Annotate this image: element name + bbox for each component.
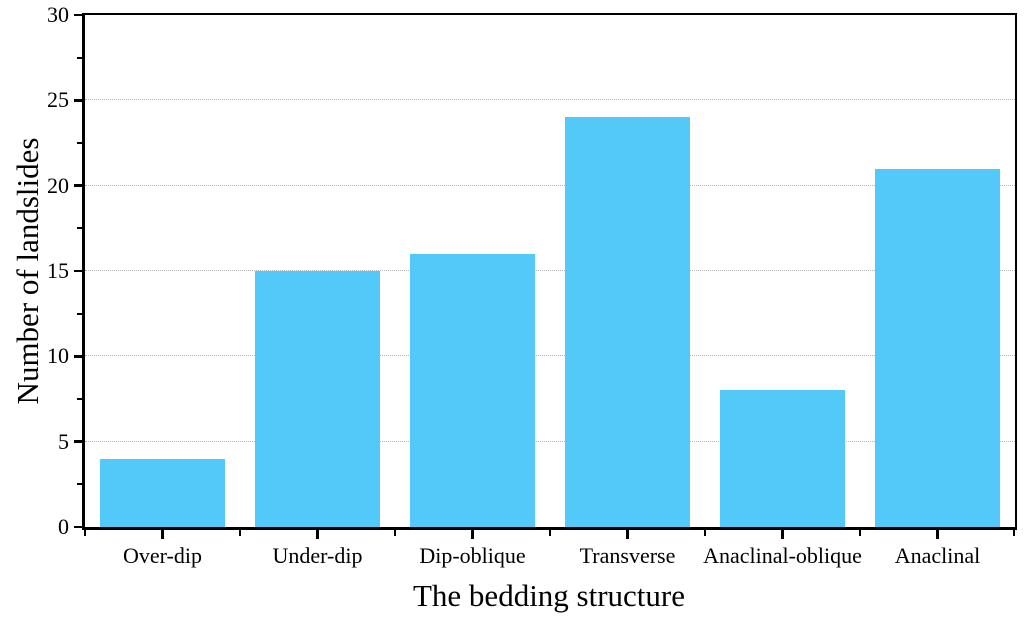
y-tick-label: 0 [58, 514, 69, 539]
y-tick-label: 5 [58, 428, 69, 454]
x-category-label: Anaclinal-oblique [703, 543, 862, 568]
x-category-label: Dip-oblique [419, 543, 526, 568]
x-minor-tick [84, 530, 86, 536]
y-minor-tick [77, 227, 82, 230]
gridline [85, 184, 1015, 186]
x-category-label: Over-dip [123, 543, 202, 568]
y-tick-label: 15 [47, 258, 69, 283]
y-major-tick [74, 355, 82, 358]
x-major-tick [316, 530, 319, 539]
bar [99, 458, 226, 527]
x-major-tick [781, 530, 784, 539]
y-major-tick [74, 269, 82, 273]
x-minor-tick [239, 530, 241, 536]
x-major-tick [936, 530, 939, 539]
gridline [85, 99, 1015, 101]
bar [874, 168, 1001, 527]
y-minor-tick [77, 483, 82, 486]
x-axis-title: The bedding structure [412, 578, 686, 613]
y-minor-tick [77, 56, 82, 59]
plot-area: 0 5 10 15 20 25 30 Over-dip Under-dip Dip-oblique… [47, 4, 1017, 568]
y-tick-label: 20 [47, 172, 69, 198]
x-major-tick [471, 530, 474, 539]
x-minor-tick [394, 530, 396, 536]
y-major-tick [74, 184, 82, 187]
y-major-tick [74, 99, 82, 102]
x-minor-tick [704, 530, 706, 536]
x-category-label: Under-dip [272, 543, 363, 568]
x-category-label: Anaclinal [894, 543, 981, 568]
y-tick-label: 10 [47, 343, 69, 369]
y-tick-label: 30 [47, 2, 69, 27]
gridline [85, 440, 1015, 442]
y-minor-tick [77, 312, 82, 315]
y-major-tick [74, 525, 82, 529]
gridline [85, 270, 1015, 271]
x-minor-tick [859, 530, 861, 536]
y-tick-label: 25 [47, 87, 69, 113]
x-major-tick [161, 530, 164, 539]
bar [564, 117, 691, 527]
bar [719, 390, 846, 527]
bar [409, 253, 536, 527]
y-major-tick [74, 440, 82, 443]
x-minor-tick [549, 530, 551, 536]
bar [254, 271, 381, 527]
y-minor-tick [77, 142, 82, 144]
y-axis-title: Number of landslides [10, 137, 45, 405]
y-minor-tick [77, 398, 82, 400]
y-major-tick [74, 13, 82, 17]
x-major-tick [626, 530, 629, 539]
x-minor-tick [1013, 530, 1015, 536]
gridline [85, 355, 1015, 357]
x-category-label: Transverse [579, 543, 676, 568]
